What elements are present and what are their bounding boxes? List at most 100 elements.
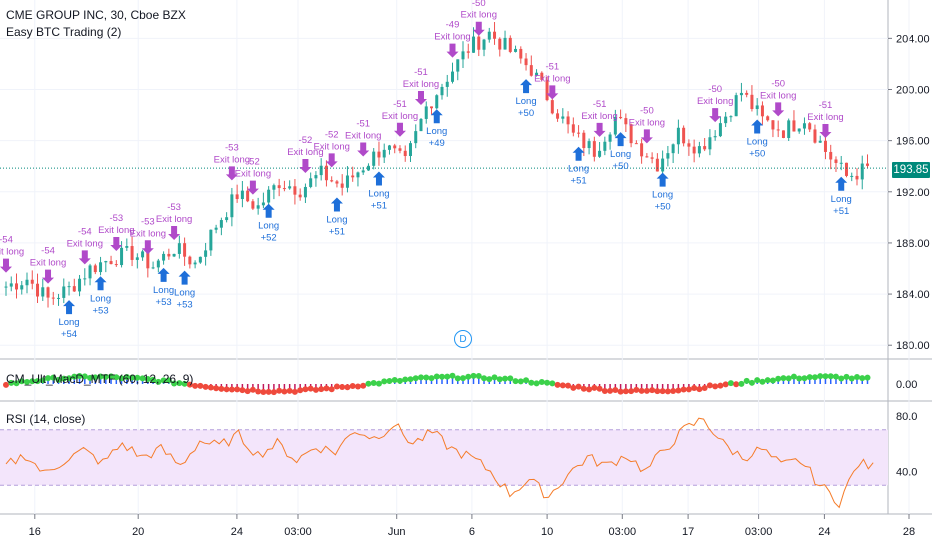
candle-body: [62, 286, 66, 298]
candle-body: [613, 116, 617, 135]
macd-signal-dot: [312, 386, 319, 393]
exit-long-label: Exit long: [382, 111, 418, 122]
macd-signal-dot: [375, 380, 382, 387]
macd-signal-dot: [701, 384, 708, 391]
candle-body: [414, 131, 418, 144]
strategy-legend[interactable]: Easy BTC Trading (2): [6, 25, 125, 39]
exit-arrow-icon: [709, 108, 722, 123]
candle-body: [403, 150, 407, 157]
macd-signal-dot: [712, 383, 719, 390]
candle-body: [750, 94, 754, 110]
long-profit-label: +51: [571, 176, 587, 187]
candle-body: [797, 128, 801, 132]
macd-signal-dot: [769, 377, 776, 384]
macd-signal-dot: [144, 376, 151, 383]
long-profit-label: +51: [329, 227, 345, 238]
macd-signal-dot: [354, 383, 361, 390]
exit-profit-label: -52: [325, 129, 339, 140]
macd-signal-dot: [123, 374, 130, 381]
candle-body: [823, 140, 827, 152]
macd-signal-dot: [785, 375, 792, 382]
exit-arrow-icon: [446, 43, 459, 58]
candle-body: [303, 186, 307, 198]
price-tick-label: 184.00: [896, 289, 930, 301]
macd-signal-dot: [39, 377, 46, 384]
candle-body: [498, 38, 502, 50]
exit-profit-label: -54: [41, 246, 55, 257]
macd-signal-dot: [207, 384, 214, 391]
strategy-title[interactable]: Easy BTC Trading (2): [6, 25, 122, 39]
macd-signal-dot: [165, 377, 172, 384]
exit-arrow-icon: [640, 129, 653, 144]
candle-body: [508, 37, 512, 52]
price-tick-label: 200.00: [896, 85, 930, 97]
macd-signal-dot: [580, 385, 587, 392]
macd-legend[interactable]: CM_Ult_MacD_MTF (60, 12, 26, 9): [6, 372, 197, 386]
candle-body: [598, 150, 602, 157]
candle-body: [860, 163, 864, 180]
macd-signal-dot: [249, 386, 256, 393]
exit-arrow-icon: [772, 102, 785, 117]
macd-signal-dot: [344, 384, 351, 391]
exit-arrow-icon: [819, 123, 832, 138]
candle-body: [661, 158, 665, 172]
exit-long-label: Exit long: [581, 111, 617, 122]
macd-signal-dot: [50, 374, 57, 381]
macd-signal-dot: [307, 385, 314, 392]
candle-body: [25, 279, 29, 286]
candle-body: [41, 287, 45, 297]
candle-body: [451, 71, 455, 82]
price-tick-label: 192.00: [896, 187, 930, 199]
long-profit-label: +51: [371, 200, 387, 211]
macd-signal-dot: [617, 388, 624, 395]
exit-arrow-icon: [225, 166, 238, 181]
candle-body: [162, 253, 166, 261]
candle-body: [697, 146, 701, 154]
macd-signal-dot: [691, 385, 698, 392]
candle-body: [766, 116, 770, 121]
rsi-legend[interactable]: RSI (14, close): [6, 412, 89, 426]
macd-signal-dot: [244, 388, 251, 395]
time-tick-label: 03:00: [745, 526, 773, 538]
macd-signal-dot: [743, 377, 750, 384]
candle-body: [745, 92, 749, 95]
macd-signal-dot: [365, 380, 372, 387]
macd-signal-dot: [134, 374, 141, 381]
time-tick-label: 03:00: [284, 526, 312, 538]
exit-arrow-icon: [593, 122, 606, 137]
macd-signal-dot: [386, 377, 393, 384]
macd-signal-dot: [649, 387, 656, 394]
macd-signal-dot: [323, 385, 330, 392]
macd-signal-dot: [822, 373, 829, 380]
rsi-title[interactable]: RSI (14, close): [6, 412, 86, 426]
macd-signal-dot: [517, 378, 524, 385]
symbol-title[interactable]: CME GROUP INC, 30, Cboe BZX: [6, 8, 186, 22]
candle-body: [282, 188, 286, 190]
macd-signal-dot: [775, 375, 782, 382]
candle-body: [130, 246, 134, 260]
macd-signal-dot: [328, 386, 335, 393]
candle-body: [146, 251, 150, 269]
macd-signal-dot: [507, 375, 514, 382]
candle-body: [592, 141, 596, 157]
macd-signal-dot: [176, 380, 183, 387]
macd-signal-dot: [717, 382, 724, 389]
candle-body: [456, 59, 460, 72]
candle-body: [829, 151, 833, 160]
exit-arrow-icon: [110, 237, 123, 252]
long-arrow-icon: [262, 203, 275, 218]
candle-body: [114, 264, 118, 266]
macd-signal-dot: [848, 375, 855, 382]
dividend-marker[interactable]: D: [454, 330, 472, 348]
candle-body: [361, 170, 365, 173]
symbol-legend[interactable]: CME GROUP INC, 30, Cboe BZX: [6, 8, 190, 22]
candle-body: [193, 262, 197, 265]
macd-signal-dot: [13, 380, 20, 387]
exit-arrow-icon: [325, 153, 338, 168]
exit-profit-label: -53: [109, 213, 123, 224]
exit-profit-label: -50: [771, 78, 785, 89]
macd-title[interactable]: CM_Ult_MacD_MTF (60, 12, 26, 9): [6, 372, 194, 386]
macd-signal-dot: [24, 378, 31, 385]
